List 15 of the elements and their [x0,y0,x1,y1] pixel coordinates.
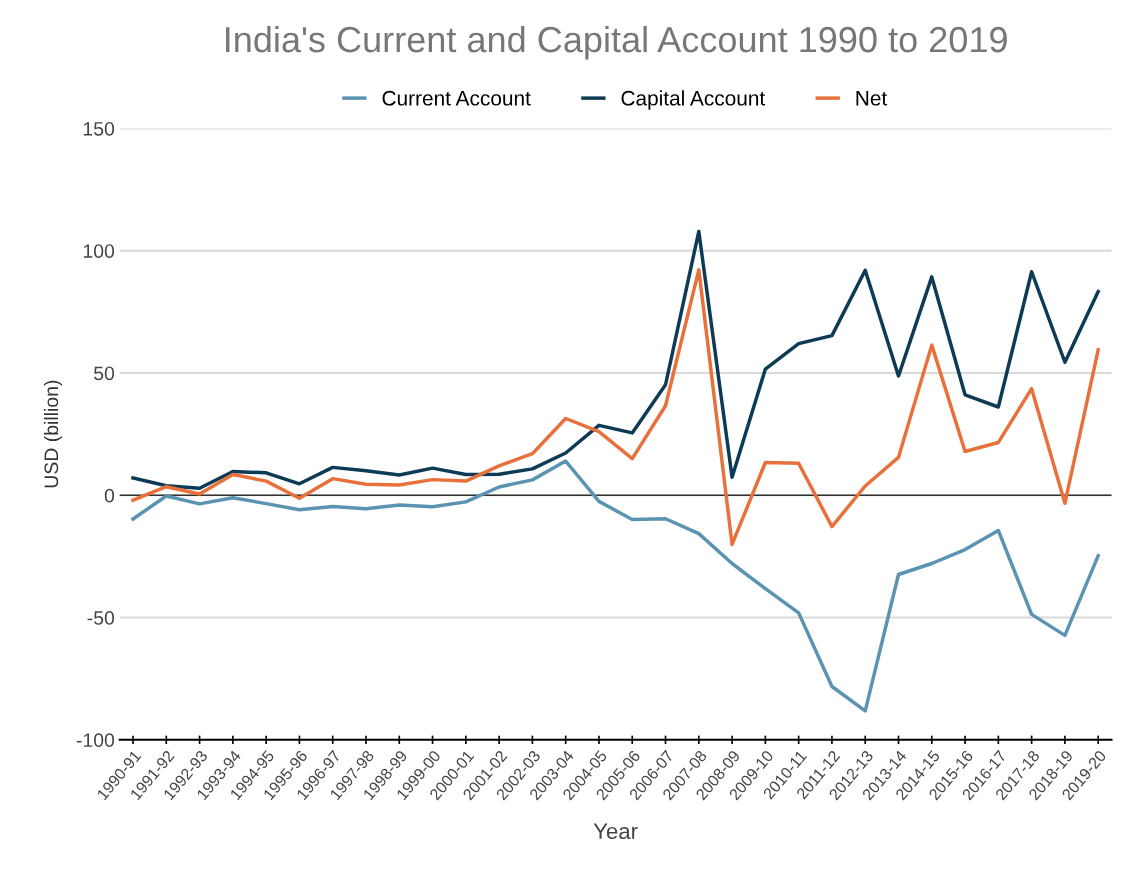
line-series [131,229,1100,490]
x-axis-title: Year [593,823,638,840]
y-tick-label: -100 [76,733,115,748]
y-tick-label: 0 [104,488,115,503]
y-tick-label: -50 [87,611,115,625]
y-tick-label: 150 [83,121,115,136]
line-series [131,268,1100,547]
legend-label: Current Account [382,90,531,106]
legend-label: Net [856,91,888,106]
chart-title: India's Current and Capital Account 1990 to 2019 [226,25,1007,60]
y-tick-label: 50 [93,366,115,381]
line-series [131,459,1100,713]
y-axis-title: USD (billion) [43,380,63,488]
legend-label: Capital Account [621,90,766,110]
y-tick-label: 100 [83,244,115,258]
